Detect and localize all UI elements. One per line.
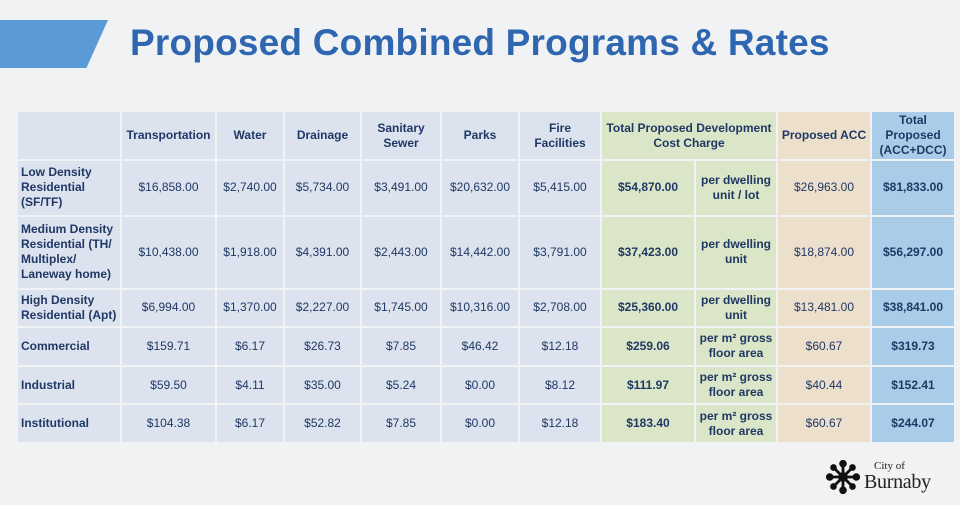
row-label: Low Density Residential (SF/TF) [18,161,120,215]
sanitary-sewer-cell: $1,745.00 [362,289,440,327]
drainage-cell: $26.73 [285,328,360,365]
proposed-acc-cell: $40.44 [778,366,870,404]
water-cell: $2,740.00 [217,161,283,215]
fire-facilities-cell: $12.18 [520,328,600,365]
header-fire-facilities: Fire Facilities [520,112,600,159]
drainage-cell: $35.00 [285,366,360,404]
transportation-cell: $16,858.00 [122,161,215,215]
header-parks: Parks [442,112,518,159]
proposed-acc-cell: $60.67 [778,405,870,442]
unit-cell: per dwelling unit [696,216,776,288]
total-proposed-cell: $319.73 [872,328,954,365]
header-total-dcc: Total Proposed Development Cost Charge [602,112,776,159]
total-proposed-cell: $244.07 [872,405,954,442]
logo-name: Burnaby [864,471,931,493]
logo-city-of: City of [874,460,905,472]
table-row: Industrial $59.50 $4.11 $35.00 $5.24 $0.… [18,366,954,404]
proposed-acc-cell: $18,874.00 [778,216,870,288]
drainage-cell: $4,391.00 [285,216,360,288]
unit-cell: per m² gross floor area [696,328,776,365]
header-proposed-acc: Proposed ACC [778,112,870,159]
parks-cell: $46.42 [442,328,518,365]
parks-cell: $10,316.00 [442,289,518,327]
row-label: Industrial [18,366,120,404]
table-row: High Density Residential (Apt) $6,994.00… [18,289,954,327]
parks-cell: $0.00 [442,405,518,442]
unit-cell: per m² gross floor area [696,405,776,442]
total-dcc-cell: $54,870.00 [602,161,694,215]
row-label: Institutional [18,405,120,442]
sanitary-sewer-cell: $7.85 [362,328,440,365]
total-dcc-cell: $25,360.00 [602,289,694,327]
proposed-acc-cell: $26,963.00 [778,161,870,215]
unit-cell: per dwelling unit [696,289,776,327]
total-dcc-cell: $259.06 [602,328,694,365]
fire-facilities-cell: $5,415.00 [520,161,600,215]
total-dcc-cell: $37,423.00 [602,216,694,288]
unit-cell: per dwelling unit / lot [696,161,776,215]
total-dcc-cell: $111.97 [602,366,694,404]
water-cell: $6.17 [217,405,283,442]
row-label: Medium Density Residential (TH/ Multiple… [18,216,120,288]
fire-facilities-cell: $12.18 [520,405,600,442]
total-dcc-cell: $183.40 [602,405,694,442]
header-drainage: Drainage [285,112,360,159]
city-of-burnaby-logo: City of Burnaby [824,456,934,500]
water-cell: $6.17 [217,328,283,365]
transportation-cell: $10,438.00 [122,216,215,288]
header-transportation: Transportation [122,112,215,159]
header-water: Water [217,112,283,159]
parks-cell: $20,632.00 [442,161,518,215]
fire-facilities-cell: $8.12 [520,366,600,404]
parks-cell: $0.00 [442,366,518,404]
unit-cell: per m² gross floor area [696,366,776,404]
row-label: Commercial [18,328,120,365]
water-cell: $4.11 [217,366,283,404]
header-sanitary-sewer: Sanitary Sewer [362,112,440,159]
sanitary-sewer-cell: $2,443.00 [362,216,440,288]
header-category [18,112,120,159]
water-cell: $1,370.00 [217,289,283,327]
transportation-cell: $104.38 [122,405,215,442]
sanitary-sewer-cell: $5.24 [362,366,440,404]
transportation-cell: $6,994.00 [122,289,215,327]
table-row: Institutional $104.38 $6.17 $52.82 $7.85… [18,405,954,442]
drainage-cell: $52.82 [285,405,360,442]
sanitary-sewer-cell: $7.85 [362,405,440,442]
row-label: High Density Residential (Apt) [18,289,120,327]
total-proposed-cell: $81,833.00 [872,161,954,215]
total-proposed-cell: $152.41 [872,366,954,404]
fire-facilities-cell: $3,791.00 [520,216,600,288]
table-row: Medium Density Residential (TH/ Multiple… [18,216,954,288]
parks-cell: $14,442.00 [442,216,518,288]
table-row: Low Density Residential (SF/TF) $16,858.… [18,161,954,215]
total-proposed-cell: $56,297.00 [872,216,954,288]
water-cell: $1,918.00 [217,216,283,288]
header-row: Transportation Water Drainage Sanitary S… [18,112,954,159]
slide-title: Proposed Combined Programs & Rates [130,22,830,63]
drainage-cell: $5,734.00 [285,161,360,215]
proposed-acc-cell: $13,481.00 [778,289,870,327]
drainage-cell: $2,227.00 [285,289,360,327]
rates-table: Transportation Water Drainage Sanitary S… [16,110,956,444]
table-row: Commercial $159.71 $6.17 $26.73 $7.85 $4… [18,328,954,365]
fire-facilities-cell: $2,708.00 [520,289,600,327]
title-accent-bar [0,20,108,68]
transportation-cell: $159.71 [122,328,215,365]
total-proposed-cell: $38,841.00 [872,289,954,327]
transportation-cell: $59.50 [122,366,215,404]
sanitary-sewer-cell: $3,491.00 [362,161,440,215]
header-total-proposed: Total Proposed (ACC+DCC) [872,112,954,159]
proposed-acc-cell: $60.67 [778,328,870,365]
snowflake-emblem-icon [825,459,861,495]
